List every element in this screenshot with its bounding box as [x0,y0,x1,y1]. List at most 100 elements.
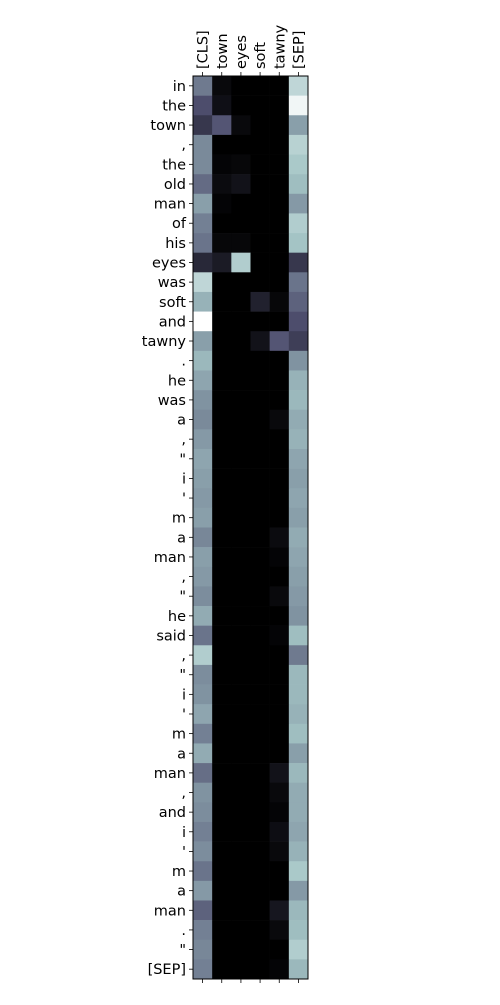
heatmap-cell [193,527,213,548]
heatmap-cell [288,900,309,921]
heatmap-cell [193,920,213,941]
y-tick-label: and [159,314,186,330]
heatmap-cell [193,252,213,273]
heatmap-cell [250,959,270,980]
heatmap-cell [193,841,213,862]
heatmap-cells [193,76,309,980]
heatmap-cell [212,233,232,253]
y-tick-label: a [177,884,186,900]
heatmap-cell [288,959,309,980]
heatmap-cell [269,664,290,685]
heatmap-cell [212,861,232,882]
heatmap-cell [269,311,290,332]
heatmap-cell [250,311,270,332]
y-tick-label: " [179,943,186,959]
heatmap-cell [269,566,290,587]
y-tick-label: i [182,687,186,703]
heatmap-cell [193,802,213,823]
heatmap-cell [288,311,309,332]
y-tick-label: a [177,413,186,429]
y-tick-label: a [177,530,186,546]
heatmap-cell [212,566,232,587]
heatmap-cell [250,802,270,823]
heatmap-cell [212,429,232,450]
heatmap-cell [212,547,232,568]
heatmap-cell [250,409,270,430]
y-tick-label: i [182,825,186,841]
heatmap-cell [250,664,270,685]
y-tick-label: old [164,177,186,193]
y-tick-label: and [159,805,186,821]
heatmap-cell [231,134,251,155]
y-tick-label: ' [182,707,186,723]
heatmap-cell [250,174,270,195]
heatmap-cell [269,939,290,960]
plot-frame [192,75,309,980]
heatmap-cell [288,95,309,116]
heatmap-cell [193,115,213,136]
heatmap-cell [193,134,213,155]
heatmap-cell [269,174,290,195]
heatmap-cell [269,920,290,941]
heatmap-cell [193,468,213,489]
heatmap-cell [231,920,251,941]
heatmap-cell [288,468,309,489]
heatmap-cell [288,350,309,371]
heatmap-cell [269,900,290,921]
heatmap-cell [288,429,309,450]
heatmap-cell [269,586,290,607]
heatmap-cell [288,821,309,842]
heatmap-cell [288,291,309,312]
heatmap-cell [231,782,251,803]
heatmap-cell [269,213,290,234]
heatmap-cell [269,193,290,214]
heatmap-cell [250,821,270,842]
heatmap-cell [288,743,309,764]
y-tick-label: " [179,589,186,605]
heatmap-cell [193,821,213,842]
heatmap-cell [288,154,309,175]
heatmap-cell [288,763,309,783]
heatmap-cell [193,861,213,882]
heatmap-cell [269,841,290,862]
heatmap-cell [212,468,232,489]
heatmap-cell [212,252,232,273]
heatmap-cell [269,704,290,725]
heatmap-cell [231,763,251,783]
y-tick-label: i [182,471,186,487]
heatmap-cell [212,841,232,862]
heatmap-cell [250,252,270,273]
heatmap-cell [193,272,213,293]
heatmap-cell [212,723,232,744]
heatmap-cell [288,547,309,568]
heatmap-cell [193,743,213,764]
heatmap-cell [269,370,290,391]
heatmap-cell [269,763,290,783]
heatmap-cell [288,606,309,626]
heatmap-cell [212,939,232,960]
heatmap-cell [269,76,290,96]
y-tick-label: tawny [142,334,187,350]
heatmap-cell [231,645,251,666]
heatmap-cell [269,409,290,430]
heatmap-cell [193,664,213,685]
heatmap-cell [231,291,251,312]
heatmap-cell [212,507,232,528]
heatmap-cell [269,134,290,155]
heatmap-cell [250,900,270,921]
heatmap-cell [231,115,251,136]
heatmap-cell [212,880,232,901]
heatmap-cell [212,684,232,705]
y-tick-label: town [150,118,186,134]
heatmap-cell [212,782,232,803]
heatmap-cell [193,193,213,214]
heatmap-cell [269,252,290,273]
heatmap-cell [269,233,290,253]
heatmap-cell [231,861,251,882]
heatmap-cell [269,861,290,882]
y-tick-label: man [154,550,186,566]
heatmap-cell [231,704,251,725]
heatmap-cell [250,547,270,568]
heatmap-cell [231,193,251,214]
heatmap-cell [212,193,232,214]
